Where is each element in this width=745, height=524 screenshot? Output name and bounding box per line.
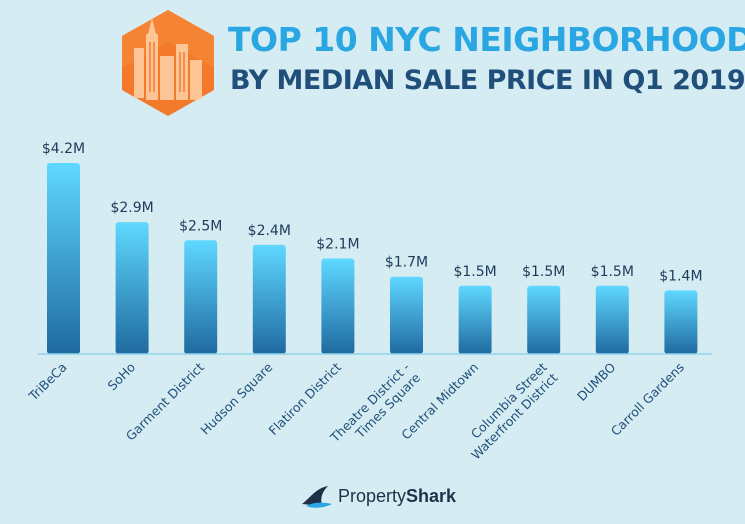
data-label: $1.4M [659,268,702,284]
chart-title-line1: TOP 10 NYC NEIGHBORHOODS [228,20,745,59]
shark-fin-icon [302,486,332,508]
data-label: $1.7M [385,255,428,271]
data-label: $4.2M [42,141,85,157]
brand-name-part1: Property [338,486,407,506]
brand-name: PropertyShark [338,486,456,507]
bar-garment-district [184,240,218,354]
data-label: $1.5M [591,264,634,280]
data-label: $1.5M [453,264,496,280]
bar-soho [115,222,149,354]
bar-hudson-square [252,244,286,354]
x-tick-label: TriBeCa [25,360,70,405]
bar-tribeca [47,163,80,354]
bar-central-midtown [458,285,492,354]
bar-carroll-gardens [664,290,698,354]
data-label: $2.4M [248,223,291,239]
brand-name-part2: Shark [406,486,457,506]
data-label: $2.5M [179,218,222,234]
bar-theatre-district-times-square [390,276,423,354]
footer-brand: PropertyShark [300,480,460,510]
chart-title-line2: BY MEDIAN SALE PRICE IN Q1 2019 [230,65,745,96]
x-tick-label: Flatiron District [266,359,345,438]
data-label: $1.5M [522,264,565,280]
x-tick-label: Carroll Gardens [608,360,687,439]
city-skyline-hexagon-icon [122,10,214,116]
bar-dumbo [595,285,629,354]
x-tick-label: Hudson Square [197,359,275,437]
data-label: $2.1M [316,237,359,253]
data-label: $2.9M [110,200,153,216]
x-tick-label: DUMBO [574,359,618,403]
bar-chart: $4.2M $2.9M $2.5M $2.4M $2.1M $1.7M $1.5M $1.5M… [25,141,712,460]
bar-flatiron-district [321,258,355,354]
header: TOP 10 NYC NEIGHBORHOODS BY MEDIAN SALE … [0,0,745,120]
x-tick-label: SoHo [105,360,139,394]
bar-columbia-street-waterfront-district [527,285,561,354]
